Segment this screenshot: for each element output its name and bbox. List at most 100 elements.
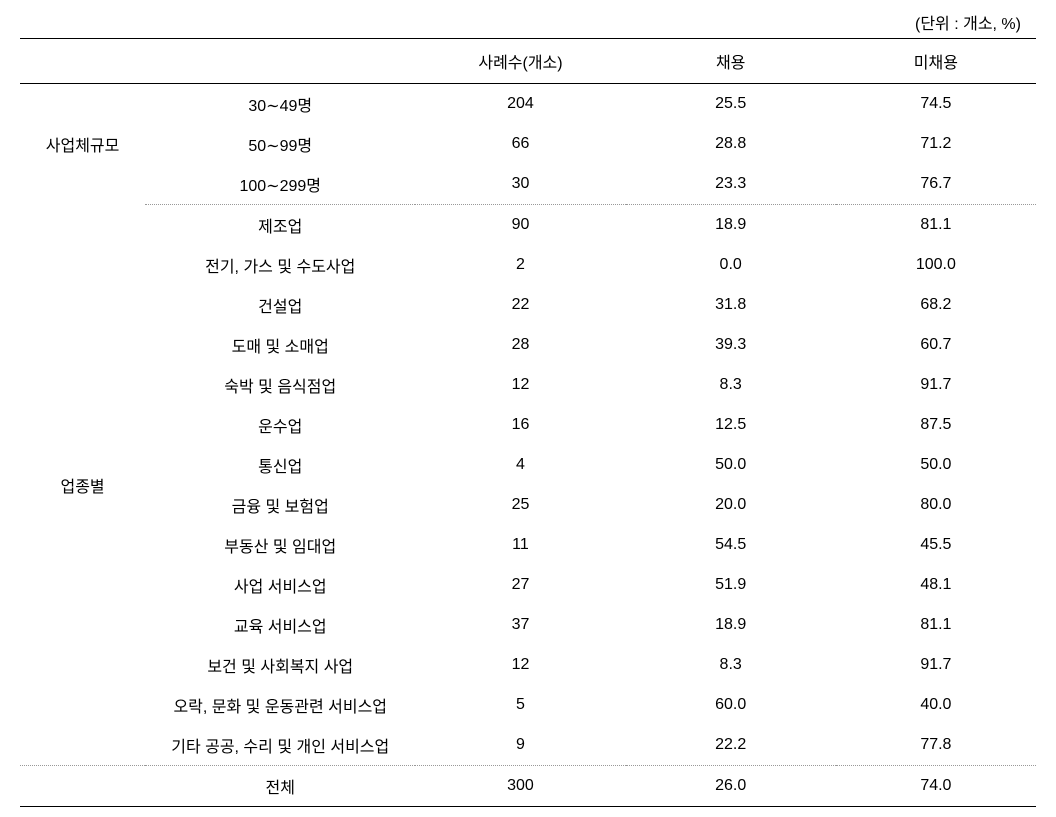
total-nothired: 74.0 [836,766,1036,807]
cell-nothired: 45.5 [836,525,1036,565]
header-group [20,39,145,84]
table-row: 통신업 4 50.0 50.0 [20,445,1036,485]
row-label: 100∼299명 [145,164,415,205]
table-row: 업종별 제조업 90 18.9 81.1 [20,205,1036,246]
cell-hired: 31.8 [626,285,836,325]
row-label: 금융 및 보험업 [145,485,415,525]
total-label: 전체 [145,766,415,807]
cell-nothired: 60.7 [836,325,1036,365]
table-row: 100∼299명 30 23.3 76.7 [20,164,1036,205]
cell-hired: 51.9 [626,565,836,605]
group-label-size: 사업체규모 [20,84,145,205]
total-cases: 300 [415,766,625,807]
table-row: 건설업 22 31.8 68.2 [20,285,1036,325]
row-label: 사업 서비스업 [145,565,415,605]
cell-nothired: 81.1 [836,205,1036,246]
cell-hired: 54.5 [626,525,836,565]
row-label: 전기, 가스 및 수도사업 [145,245,415,285]
cell-cases: 37 [415,605,625,645]
cell-hired: 8.3 [626,365,836,405]
row-label: 오락, 문화 및 운동관련 서비스업 [145,685,415,725]
table-row: 사업 서비스업 27 51.9 48.1 [20,565,1036,605]
cell-hired: 18.9 [626,605,836,645]
cell-cases: 12 [415,645,625,685]
cell-hired: 8.3 [626,645,836,685]
cell-cases: 4 [415,445,625,485]
row-label: 교육 서비스업 [145,605,415,645]
cell-hired: 50.0 [626,445,836,485]
cell-hired: 60.0 [626,685,836,725]
cell-nothired: 74.5 [836,84,1036,125]
table-row: 교육 서비스업 37 18.9 81.1 [20,605,1036,645]
cell-nothired: 40.0 [836,685,1036,725]
cell-hired: 0.0 [626,245,836,285]
total-row: 전체 300 26.0 74.0 [20,766,1036,807]
table-row: 부동산 및 임대업 11 54.5 45.5 [20,525,1036,565]
row-label: 기타 공공, 수리 및 개인 서비스업 [145,725,415,766]
cell-cases: 66 [415,124,625,164]
cell-cases: 90 [415,205,625,246]
cell-hired: 22.2 [626,725,836,766]
cell-nothired: 100.0 [836,245,1036,285]
row-label: 건설업 [145,285,415,325]
row-label: 통신업 [145,445,415,485]
cell-cases: 16 [415,405,625,445]
cell-cases: 5 [415,685,625,725]
cell-nothired: 81.1 [836,605,1036,645]
cell-hired: 12.5 [626,405,836,445]
cell-nothired: 71.2 [836,124,1036,164]
table-row: 도매 및 소매업 28 39.3 60.7 [20,325,1036,365]
total-hired: 26.0 [626,766,836,807]
row-label: 숙박 및 음식점업 [145,365,415,405]
table-row: 기타 공공, 수리 및 개인 서비스업 9 22.2 77.8 [20,725,1036,766]
table-row: 사업체규모 30∼49명 204 25.5 74.5 [20,84,1036,125]
table-row: 운수업 16 12.5 87.5 [20,405,1036,445]
row-label: 부동산 및 임대업 [145,525,415,565]
cell-nothired: 87.5 [836,405,1036,445]
cell-cases: 11 [415,525,625,565]
table-row: 보건 및 사회복지 사업 12 8.3 91.7 [20,645,1036,685]
group-label-industry: 업종별 [20,205,145,766]
cell-cases: 30 [415,164,625,205]
table-row: 50∼99명 66 28.8 71.2 [20,124,1036,164]
row-label: 제조업 [145,205,415,246]
header-cases: 사례수(개소) [415,39,625,84]
cell-nothired: 91.7 [836,365,1036,405]
row-label: 50∼99명 [145,124,415,164]
unit-label: (단위 : 개소, %) [20,10,1036,34]
row-label: 30∼49명 [145,84,415,125]
cell-cases: 27 [415,565,625,605]
cell-nothired: 68.2 [836,285,1036,325]
table-header-row: 사례수(개소) 채용 미채용 [20,39,1036,84]
header-hired: 채용 [626,39,836,84]
cell-nothired: 77.8 [836,725,1036,766]
cell-cases: 12 [415,365,625,405]
cell-hired: 39.3 [626,325,836,365]
cell-nothired: 48.1 [836,565,1036,605]
cell-cases: 9 [415,725,625,766]
cell-hired: 18.9 [626,205,836,246]
cell-hired: 25.5 [626,84,836,125]
table-row: 오락, 문화 및 운동관련 서비스업 5 60.0 40.0 [20,685,1036,725]
cell-cases: 22 [415,285,625,325]
empty-cell [20,766,145,807]
table-row: 숙박 및 음식점업 12 8.3 91.7 [20,365,1036,405]
cell-cases: 28 [415,325,625,365]
cell-nothired: 76.7 [836,164,1036,205]
cell-nothired: 91.7 [836,645,1036,685]
cell-hired: 23.3 [626,164,836,205]
cell-nothired: 50.0 [836,445,1036,485]
table-row: 금융 및 보험업 25 20.0 80.0 [20,485,1036,525]
cell-hired: 28.8 [626,124,836,164]
data-table: 사례수(개소) 채용 미채용 사업체규모 30∼49명 204 25.5 74.… [20,38,1036,807]
cell-nothired: 80.0 [836,485,1036,525]
cell-cases: 2 [415,245,625,285]
row-label: 보건 및 사회복지 사업 [145,645,415,685]
cell-cases: 204 [415,84,625,125]
header-nothired: 미채용 [836,39,1036,84]
row-label: 운수업 [145,405,415,445]
row-label: 도매 및 소매업 [145,325,415,365]
cell-cases: 25 [415,485,625,525]
cell-hired: 20.0 [626,485,836,525]
header-label [145,39,415,84]
